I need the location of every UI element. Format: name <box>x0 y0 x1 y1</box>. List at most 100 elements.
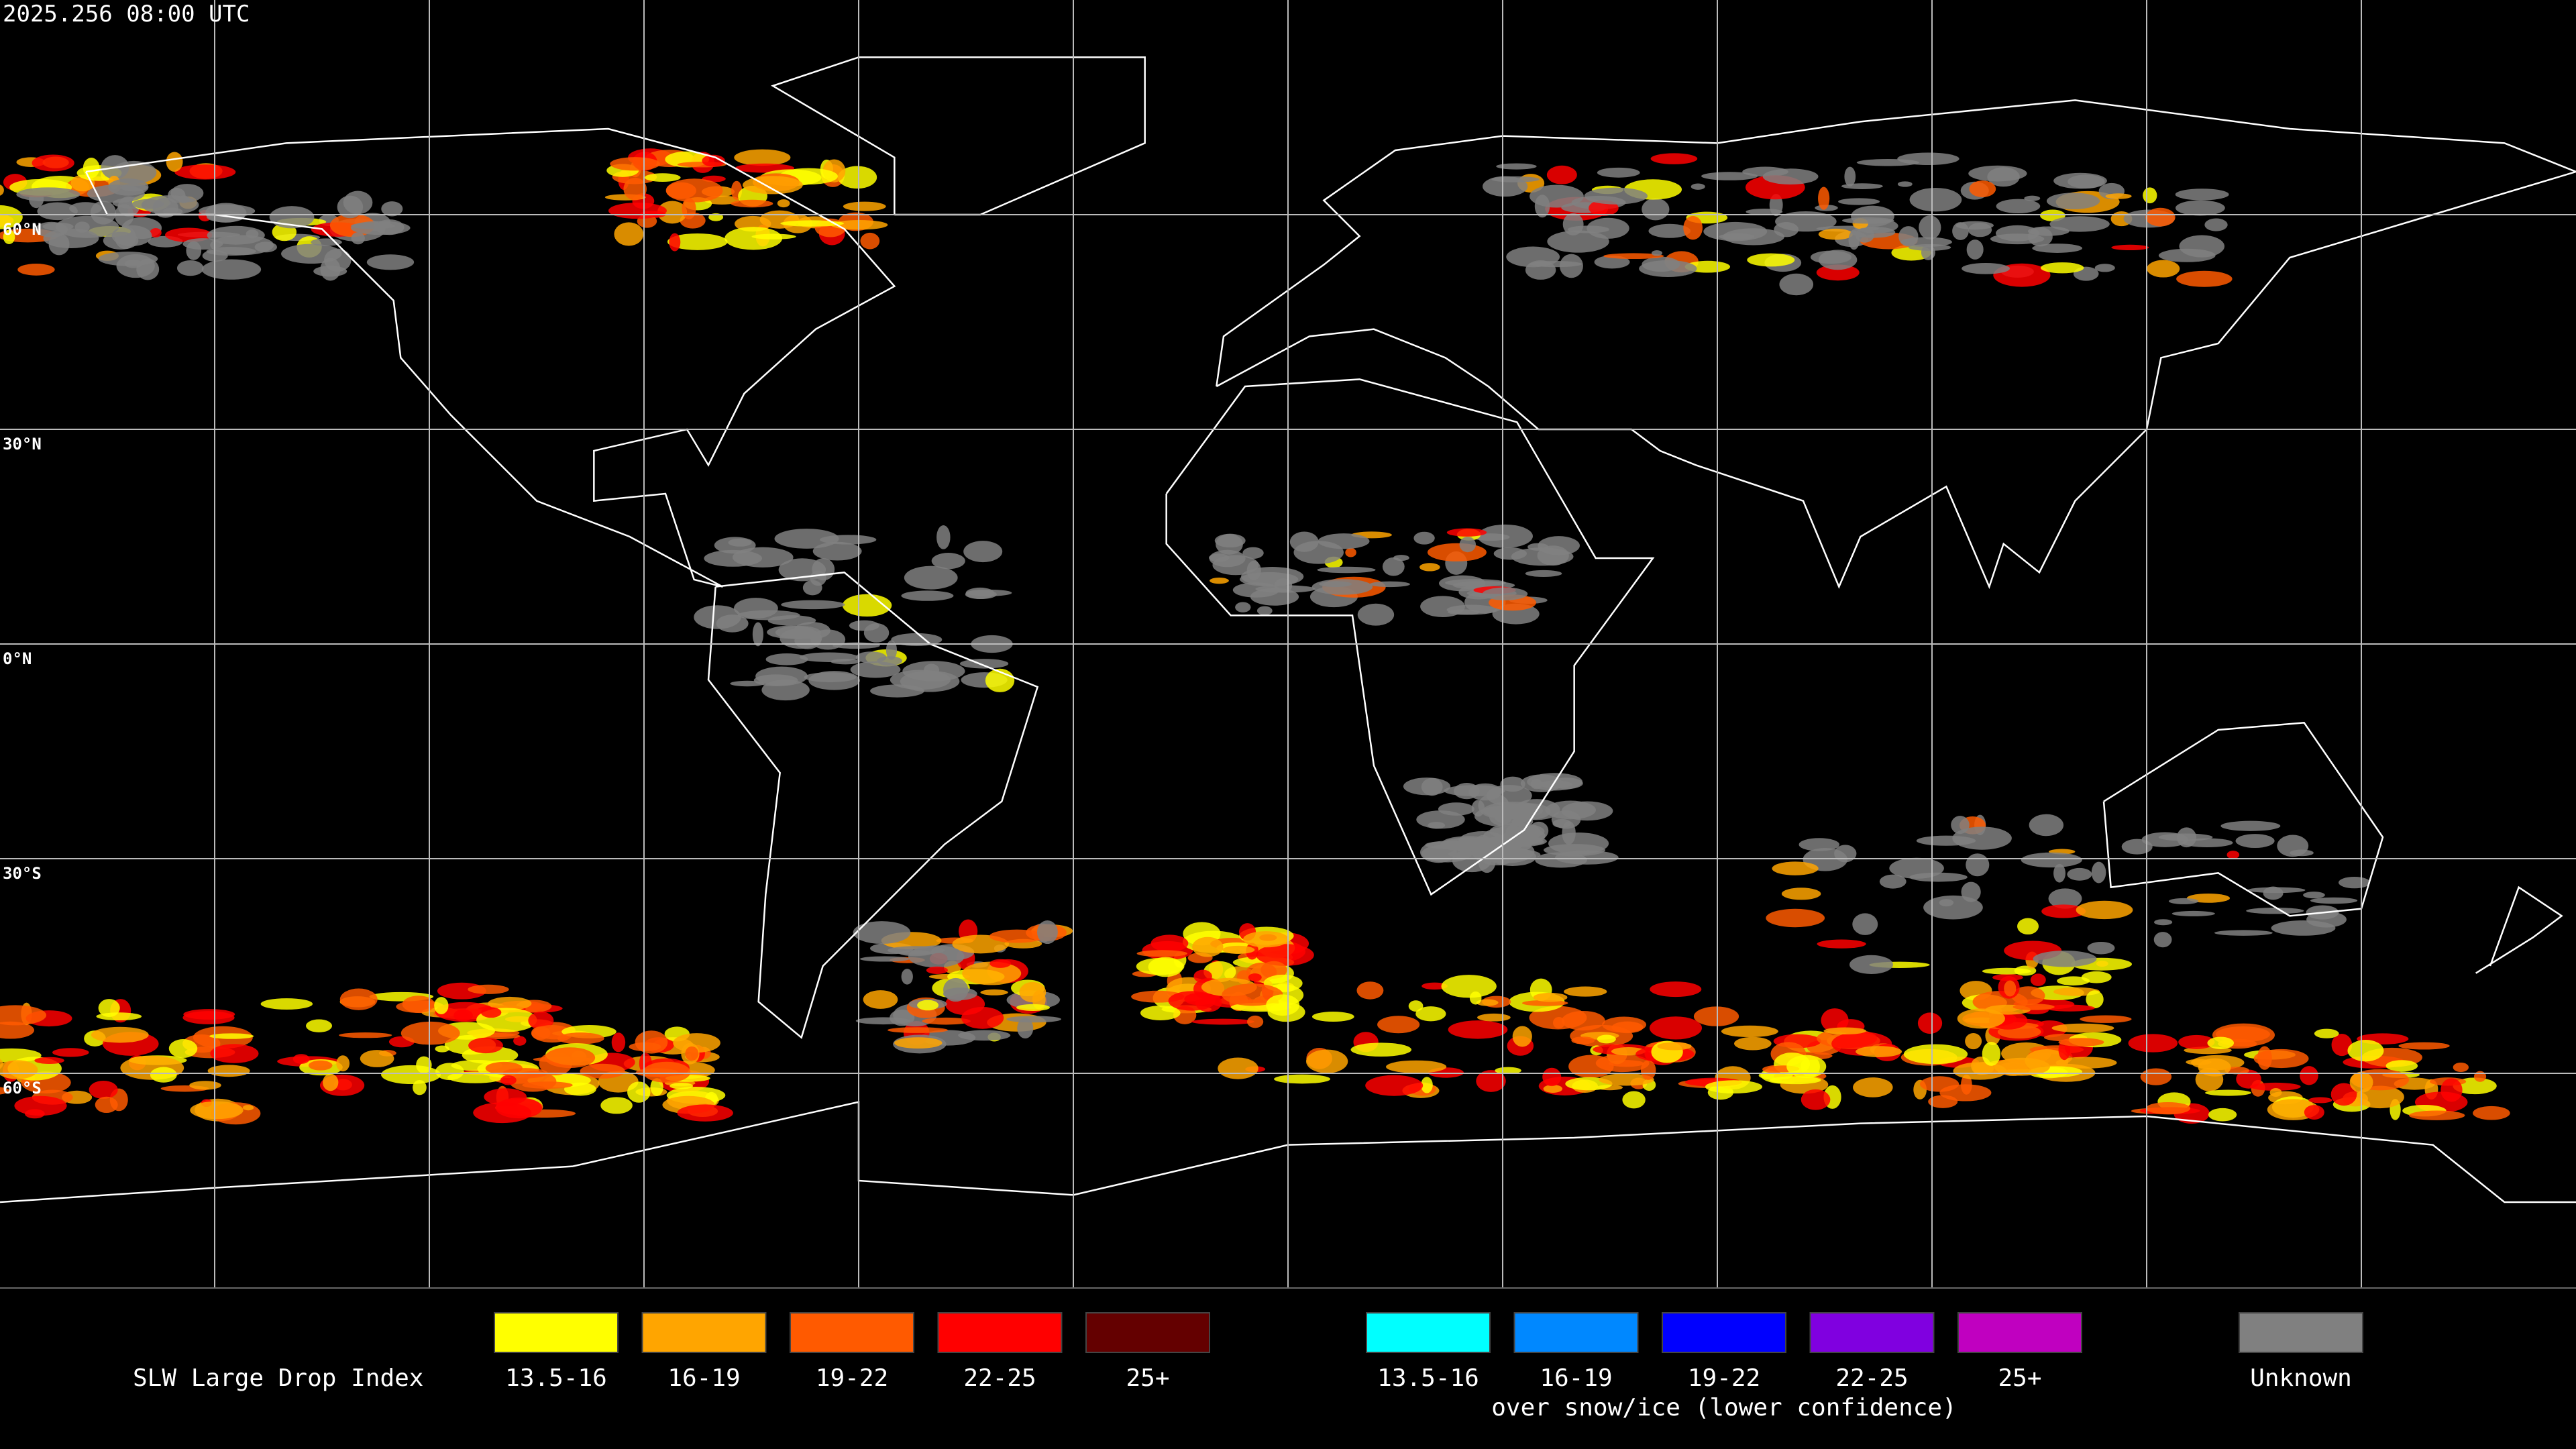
cloud-cluster <box>2021 852 2082 868</box>
cloud-cluster <box>2030 973 2046 986</box>
cloud-cluster <box>2176 270 2233 287</box>
cloud-cluster <box>1212 555 1259 576</box>
cloud-cluster <box>336 1055 350 1072</box>
cloud-cluster <box>150 1067 177 1083</box>
cloud-cluster <box>2153 932 2172 948</box>
cloud-cluster <box>1838 198 1880 205</box>
cloud-cluster <box>1377 1016 1420 1034</box>
cloud-cluster <box>936 525 951 549</box>
cloud-cluster <box>702 154 725 167</box>
cloud-cluster <box>742 176 803 195</box>
cloud-cluster <box>1243 931 1289 948</box>
cloud-cluster <box>2128 1034 2178 1053</box>
cloud-cluster <box>2033 951 2097 967</box>
cloud-cluster <box>1903 1044 1968 1065</box>
legend-label: 13.5-16 <box>1377 1364 1479 1392</box>
cloud-cluster <box>98 999 120 1018</box>
cloud-cluster <box>2440 1078 2463 1102</box>
cloud-cluster <box>1393 555 1409 561</box>
cloud-cluster <box>1844 166 1856 186</box>
cloud-cluster <box>2226 851 2240 859</box>
cloud-cluster <box>1564 986 1607 997</box>
cloud-cluster <box>209 1033 254 1039</box>
latitude-label: 60°N <box>3 220 42 239</box>
cloud-cluster <box>0 184 4 196</box>
cloud-cluster <box>1476 1070 1506 1092</box>
cloud-cluster <box>190 1101 244 1120</box>
cloud-cluster <box>176 260 204 276</box>
cloud-cluster <box>810 629 846 650</box>
cloud-cluster <box>1559 254 1583 278</box>
cloud-cluster <box>1919 215 1941 239</box>
cloud-cluster <box>42 222 74 231</box>
cloud-cluster <box>627 1081 651 1103</box>
cloud-cluster <box>1250 588 1299 606</box>
latitude-label: 0°N <box>3 649 32 668</box>
cloud-cluster <box>2145 207 2176 227</box>
legend-label: 19-22 <box>1688 1364 1760 1392</box>
legend: SLW Large Drop Index 13.5-16 16-19 19-22 22… <box>133 1312 2363 1421</box>
cloud-cluster <box>1898 226 1919 247</box>
cloud-cluster <box>961 1007 1004 1029</box>
cloud-cluster <box>2086 990 2104 1009</box>
legend-caption: over snow/ice (lower confidence) <box>1491 1394 1957 1421</box>
cloud-cluster <box>2175 189 2229 201</box>
cloud-cluster <box>0 205 23 229</box>
cloud-cluster <box>1562 213 1584 235</box>
cloud-cluster <box>1848 230 1860 250</box>
cloud-cluster <box>1816 264 1860 281</box>
cloud-cluster <box>32 154 74 172</box>
cloud-cluster <box>1246 1015 1264 1028</box>
legend-label: 19-22 <box>816 1364 888 1392</box>
cloud-cluster <box>2168 898 2199 904</box>
cloud-cluster <box>1289 531 1319 552</box>
cloud-cluster <box>95 1096 118 1114</box>
cloud-cluster <box>1311 1011 1354 1022</box>
cloud-cluster <box>1693 1006 1739 1026</box>
cloud-cluster <box>669 233 681 252</box>
legend-swatch <box>2239 1312 2363 1353</box>
cloud-cluster <box>1511 547 1574 566</box>
cloud-cluster <box>351 232 365 245</box>
cloud-cluster <box>885 640 898 660</box>
cloud-cluster <box>381 1065 441 1085</box>
cloud-cluster <box>962 961 1022 985</box>
cloud-cluster <box>1817 939 1866 949</box>
cloud-cluster <box>1781 888 1821 900</box>
legend-label: 25+ <box>1998 1364 2041 1392</box>
cloud-cluster <box>16 187 80 202</box>
cloud-cluster <box>1762 168 1819 185</box>
cloud-cluster <box>1853 1077 1893 1097</box>
cloud-cluster <box>2247 887 2306 894</box>
cloud-cluster <box>1459 537 1476 553</box>
cloud-cluster <box>323 1073 339 1091</box>
cloud-cluster <box>1260 961 1287 979</box>
coastline <box>707 572 1039 1039</box>
cloud-cluster <box>901 969 913 985</box>
cloud-cluster <box>1534 195 1550 218</box>
cloud-cluster <box>1772 861 1819 875</box>
cloud-cluster <box>246 229 259 239</box>
cloud-cluster <box>1019 981 1046 1003</box>
cloud-cluster <box>260 998 313 1010</box>
cloud-cluster <box>965 590 997 600</box>
cloud-cluster <box>1017 1018 1034 1038</box>
cloud-cluster <box>1416 810 1465 829</box>
cloud-cluster <box>150 227 162 238</box>
cloud-cluster <box>531 1026 551 1040</box>
cloud-cluster <box>1657 1042 1692 1051</box>
cloud-cluster <box>1649 1016 1703 1040</box>
cloud-cluster <box>1957 1008 2005 1029</box>
cloud-cluster <box>989 929 1044 943</box>
cloud-cluster <box>2041 904 2086 918</box>
cloud-cluster <box>1427 543 1487 561</box>
cloud-cluster <box>242 1105 254 1111</box>
cloud-cluster <box>484 1088 527 1106</box>
cloud-cluster <box>339 988 378 1010</box>
cloud-cluster <box>1966 239 1984 260</box>
cloud-cluster <box>1242 547 1264 559</box>
cloud-cluster <box>2224 1067 2250 1075</box>
cloud-cluster <box>2176 827 2197 848</box>
cloud-cluster <box>1552 1017 1565 1029</box>
